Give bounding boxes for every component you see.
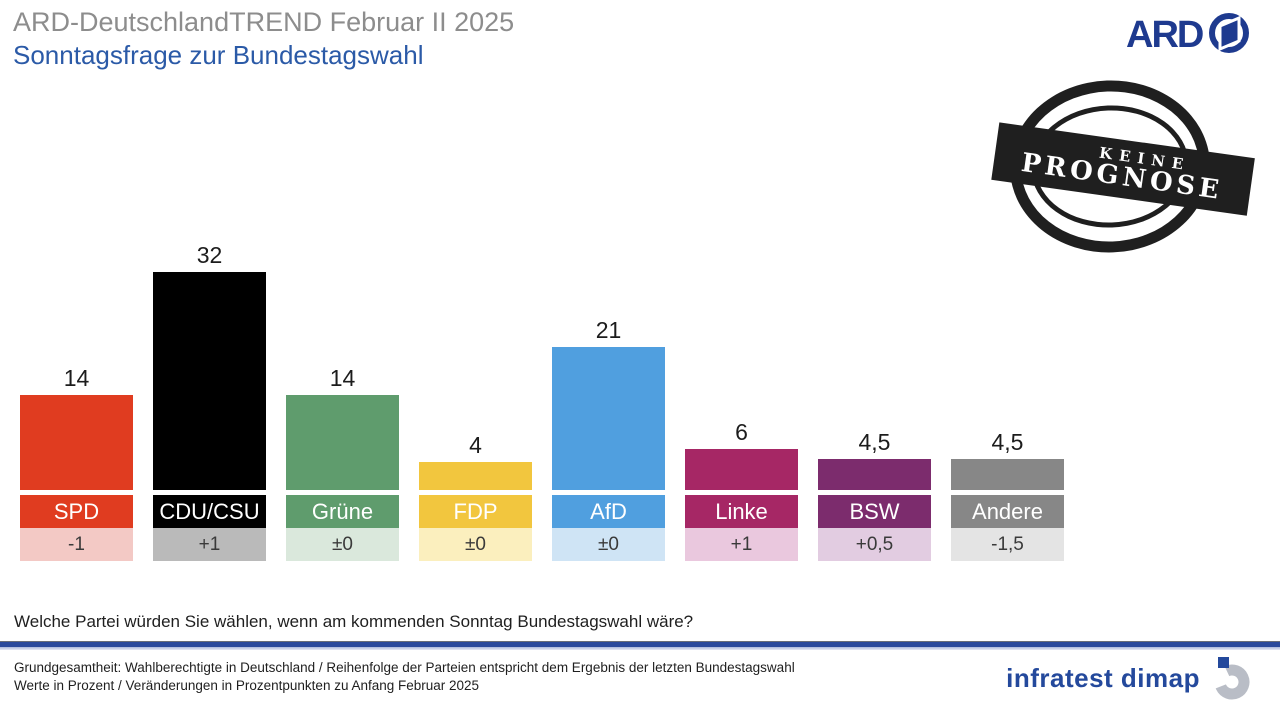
party-label: Linke (685, 495, 798, 528)
change-badge: -1 (20, 528, 133, 561)
bar-column: 32 CDU/CSU +1 (153, 242, 266, 561)
bar (818, 459, 931, 490)
change-badge: +0,5 (818, 528, 931, 561)
keine-prognose-stamp: KEINE PROGNOSE (991, 76, 1255, 259)
bar-value-label: 4,5 (858, 429, 891, 455)
party-label: FDP (419, 495, 532, 528)
bar-column: 14 SPD -1 (20, 365, 133, 561)
ard-logo: ARD (1126, 10, 1252, 63)
page-subtitle: Sonntagsfrage zur Bundestagswahl (13, 40, 424, 70)
bar (20, 395, 133, 490)
change-badge: +1 (153, 528, 266, 561)
footnote-line2: Werte in Prozent / Veränderungen in Proz… (14, 678, 480, 693)
bar-chart: 14 SPD -1 32 CDU/CSU +1 14 Grüne ±0 4 FD… (20, 240, 1064, 561)
bar-value-label: 14 (63, 365, 90, 391)
change-badge: ±0 (419, 528, 532, 561)
page-title: ARD-DeutschlandTREND Februar II 2025 (13, 7, 515, 37)
svg-text:ARD: ARD (1126, 14, 1203, 56)
source-name: infratest dimap (1006, 662, 1200, 693)
footnote-line1: Grundgesamtheit: Wahlberechtigte in Deut… (14, 660, 795, 675)
party-label: Grüne (286, 495, 399, 528)
bar (685, 449, 798, 490)
bar (153, 272, 266, 490)
change-badge: ±0 (552, 528, 665, 561)
bar-column: 4,5 BSW +0,5 (818, 429, 931, 561)
bar (419, 462, 532, 490)
bar-column: 14 Grüne ±0 (286, 365, 399, 561)
infratest-dimap-logo-icon (1214, 657, 1250, 700)
party-label: BSW (818, 495, 931, 528)
change-badge: +1 (685, 528, 798, 561)
bar-value-label: 6 (735, 419, 748, 445)
footnote: Grundgesamtheit: Wahlberechtigte in Deut… (14, 659, 795, 695)
party-label: Andere (951, 495, 1064, 528)
bar-value-label: 21 (595, 317, 622, 343)
change-badge: -1,5 (951, 528, 1064, 561)
source-attribution: infratest dimap (1006, 656, 1252, 700)
bar-column: 21 AfD ±0 (552, 317, 665, 561)
bar-column: 4 FDP ±0 (419, 432, 532, 561)
party-label: SPD (20, 495, 133, 528)
bar-column: 6 Linke +1 (685, 419, 798, 561)
change-badge: ±0 (286, 528, 399, 561)
separator-line (0, 641, 1280, 650)
bar (951, 459, 1064, 490)
bar-value-label: 4,5 (991, 429, 1024, 455)
bar-value-label: 4 (469, 432, 482, 458)
bar (286, 395, 399, 490)
party-label: AfD (552, 495, 665, 528)
ard-logo-icon: ARD (1126, 13, 1249, 56)
bar-column: 4,5 Andere -1,5 (951, 429, 1064, 561)
bar-value-label: 32 (196, 242, 223, 268)
survey-question: Welche Partei würden Sie wählen, wenn am… (14, 612, 694, 631)
bar-value-label: 14 (329, 365, 356, 391)
bar (552, 347, 665, 490)
party-label: CDU/CSU (153, 495, 266, 528)
